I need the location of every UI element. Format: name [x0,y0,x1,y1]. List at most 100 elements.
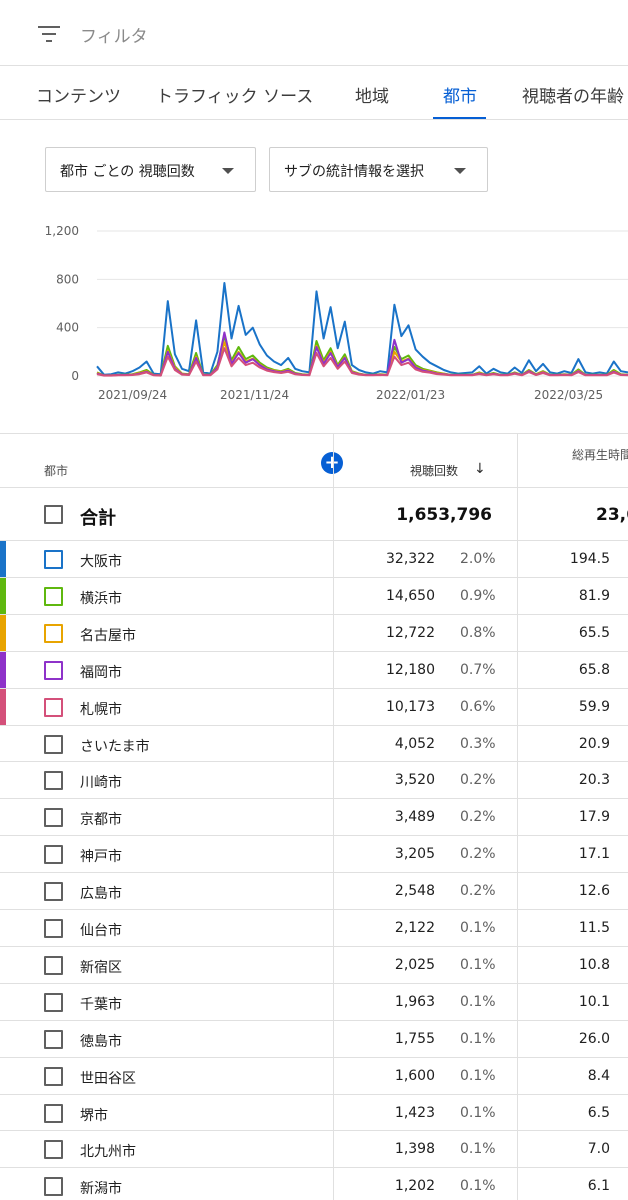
row-checkbox[interactable] [44,1140,63,1160]
city-name: さいたま市 [80,738,150,755]
column-header-city[interactable]: 都市 [44,464,69,478]
views-percent: 0.1% [460,1104,496,1121]
row-checkbox[interactable] [44,697,63,717]
row-checkbox[interactable] [44,1066,63,1086]
row-checkbox[interactable] [44,882,63,902]
city-name: 広島市 [80,886,122,903]
filter-input[interactable]: フィルタ [80,27,148,47]
city-name: 福岡市 [80,664,122,681]
views-percent: 0.1% [460,1141,496,1158]
x-tick-label: 2021/11/24 [220,388,289,402]
column-header-views[interactable]: 視聴回数 [410,464,459,478]
row-checkbox[interactable] [44,845,63,865]
watch-time-value: 81.9 [578,587,610,604]
watch-time-value: 194.5 [569,551,610,567]
table-row[interactable]: さいたま市 4,052 0.3% 20.9 [0,724,628,762]
series-line-4 [96,347,628,377]
city-name: 世田谷区 [80,1070,136,1087]
active-tab-indicator [433,117,486,119]
table-row[interactable]: 福岡市 12,180 0.7% 65.8 [0,650,628,688]
tab-traffic-source[interactable]: トラフィック ソース [156,87,314,107]
table-row[interactable]: 仙台市 2,122 0.1% 11.5 [0,909,628,946]
row-checkbox[interactable] [44,550,63,569]
row-checkbox[interactable] [44,734,63,754]
city-name: 千葉市 [80,996,122,1013]
series-line-0 [96,282,628,376]
views-value: 2,025 [394,956,435,973]
filter-icon[interactable] [38,26,60,42]
tab-bar: コンテンツ トラフィック ソース 地域 都市 視聴者の年齢 [0,67,628,120]
table-row[interactable]: 神戸市 3,205 0.2% 17.1 [0,835,628,872]
watch-time-value: 20.9 [578,735,610,752]
views-percent: 0.1% [460,1067,496,1084]
total-views: 1,653,796 [396,505,492,525]
watch-time-value: 6.1 [587,1178,610,1195]
column-header-watch-time[interactable]: 総再生時間 [572,448,628,462]
table-row[interactable]: 世田谷区 1,600 0.1% 8.4 [0,1056,628,1094]
row-checkbox[interactable] [44,660,63,680]
total-checkbox[interactable] [44,505,63,524]
total-row: 合計 1,653,796 23,6 [0,487,628,540]
views-value: 12,722 [386,624,435,641]
table-row[interactable]: 大阪市 32,322 2.0% 194.5 [0,540,628,577]
row-checkbox[interactable] [44,1177,63,1197]
tab-viewer-age[interactable]: 視聴者の年齢 [522,87,624,107]
table-row[interactable]: 徳島市 1,755 0.1% 26.0 [0,1019,628,1057]
x-tick-label: 2021/09/24 [98,388,167,402]
watch-time-value: 8.4 [587,1067,610,1084]
table-row[interactable]: 堺市 1,423 0.1% 6.5 [0,1093,628,1131]
views-percent: 0.2% [460,883,496,900]
table-row[interactable]: 新宿区 2,025 0.1% 10.8 [0,945,628,983]
views-percent: 0.1% [460,956,496,973]
views-percent: 0.2% [460,846,496,863]
total-watch-time: 23,6 [596,505,628,525]
views-percent: 0.9% [460,587,496,604]
row-checkbox[interactable] [44,1103,63,1123]
metric-dropdown-label: 都市 ごとの 視聴回数 [60,164,195,180]
row-checkbox[interactable] [44,955,63,975]
x-tick-label: 2022/01/23 [376,388,445,402]
tab-content[interactable]: コンテンツ [36,87,121,107]
watch-time-value: 6.5 [587,1104,610,1121]
views-value: 3,520 [394,772,435,789]
table-row[interactable]: 札幌市 10,173 0.6% 59.9 [0,687,628,725]
sub-metric-dropdown[interactable]: サブの統計情報を選択 [269,147,488,192]
tab-geography[interactable]: 地域 [355,87,389,107]
views-value: 14,650 [386,587,435,604]
views-percent: 0.1% [460,993,496,1010]
add-column-button[interactable]: + [321,452,343,474]
views-value: 1,755 [394,1030,435,1047]
views-value: 2,122 [394,920,435,936]
table-row[interactable]: 千葉市 1,963 0.1% 10.1 [0,982,628,1020]
table-row[interactable]: 京都市 3,489 0.2% 17.9 [0,798,628,835]
views-value: 4,052 [394,735,435,752]
row-checkbox[interactable] [44,992,63,1012]
dropdown-arrow-icon [454,168,466,174]
table-row[interactable]: 川崎市 3,520 0.2% 20.3 [0,761,628,798]
table-row[interactable]: 新潟市 1,202 0.1% 6.1 [0,1167,628,1200]
row-checkbox[interactable] [44,1029,63,1049]
watch-time-value: 11.5 [578,920,610,936]
views-value: 1,202 [394,1178,435,1195]
row-checkbox[interactable] [44,623,63,643]
tab-cities[interactable]: 都市 [443,87,477,107]
metric-dropdown[interactable]: 都市 ごとの 視聴回数 [45,147,256,192]
table-row[interactable]: 広島市 2,548 0.2% 12.6 [0,872,628,909]
city-name: 川崎市 [80,775,122,792]
watch-time-value: 10.8 [578,956,610,973]
row-checkbox[interactable] [44,808,63,828]
watch-time-value: 10.1 [578,993,610,1010]
row-checkbox[interactable] [44,919,63,938]
row-checkbox[interactable] [44,586,63,606]
filter-bar[interactable]: フィルタ [0,0,628,66]
table-header: 都市 + 視聴回数 ↓ 総再生時間 [0,433,628,487]
table-row[interactable]: 北九州市 1,398 0.1% 7.0 [0,1130,628,1167]
views-value: 3,205 [394,846,435,863]
views-percent: 0.7% [460,661,496,678]
table-row[interactable]: 横浜市 14,650 0.9% 81.9 [0,576,628,614]
watch-time-value: 17.1 [578,846,610,863]
y-tick-label: 800 [56,272,79,286]
row-checkbox[interactable] [44,771,63,791]
table-row[interactable]: 名古屋市 12,722 0.8% 65.5 [0,613,628,651]
sort-descending-icon[interactable]: ↓ [474,461,486,477]
